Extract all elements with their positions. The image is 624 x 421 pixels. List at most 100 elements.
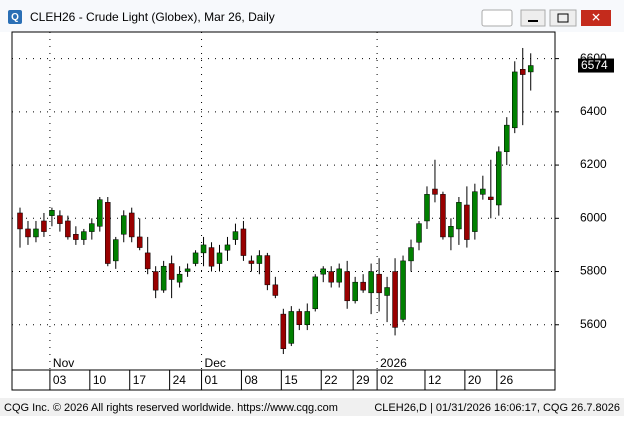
candle-body <box>57 215 63 224</box>
candle-body <box>344 271 350 302</box>
candle-body <box>480 188 486 195</box>
candle-body <box>408 247 414 262</box>
candle-body <box>432 188 438 195</box>
x-period-label: 2026 <box>380 356 407 370</box>
candle-body <box>128 212 135 238</box>
last-price-label: 6574 <box>581 58 608 72</box>
x-tick-label: 15 <box>284 373 298 387</box>
y-tick-label: 6000 <box>580 210 607 224</box>
candle-body <box>464 204 470 240</box>
candle-body <box>89 223 95 232</box>
candle-body <box>65 220 71 238</box>
candle-body <box>97 199 103 227</box>
x-tick-label: 10 <box>93 373 107 387</box>
y-tick-label: 5600 <box>580 317 607 331</box>
candle-body <box>208 247 215 267</box>
y-tick-label: 6400 <box>580 104 607 118</box>
candle-body <box>424 194 430 222</box>
app-icon <box>8 10 22 24</box>
candle-body <box>176 273 183 283</box>
candle-body <box>456 202 462 230</box>
candle-body <box>224 244 231 251</box>
footer-left: CQG Inc. © 2026 All rights reserved worl… <box>4 402 338 414</box>
candle-body <box>120 215 127 235</box>
candle-body <box>440 194 446 238</box>
footer-right: CLEH26,D | 01/31/2026 16:06:17, CQG 26.7… <box>374 402 620 414</box>
candle-body <box>41 220 47 232</box>
x-tick-label: 22 <box>324 373 338 387</box>
candle-body <box>136 236 143 248</box>
candle-body <box>17 212 23 230</box>
title-bar <box>0 0 624 32</box>
candle-body <box>73 234 79 240</box>
close-button[interactable] <box>581 10 611 26</box>
candle-body <box>240 228 247 256</box>
candle-body <box>488 196 494 200</box>
candle-body <box>49 210 55 216</box>
x-tick-label: 24 <box>173 373 187 387</box>
candle-body <box>312 276 319 310</box>
y-tick-label: 6200 <box>580 157 607 171</box>
candle-body <box>400 260 406 320</box>
candle-body <box>184 268 191 272</box>
candle-body <box>248 260 255 264</box>
candle-body <box>416 223 422 243</box>
candle-body <box>113 239 119 262</box>
candle-body <box>152 271 159 291</box>
candle-body <box>392 271 398 328</box>
candle-body <box>296 311 303 326</box>
candle-body <box>288 311 295 344</box>
candle-body <box>200 244 207 254</box>
candle-body <box>81 231 87 240</box>
candle-body <box>448 226 454 238</box>
maximize-button[interactable] <box>549 9 577 27</box>
candle-body <box>496 151 502 206</box>
x-tick-label: 20 <box>468 373 482 387</box>
x-tick-label: 12 <box>428 373 442 387</box>
candle-body <box>144 252 151 270</box>
candle-body <box>360 281 366 291</box>
candle-body <box>160 265 167 291</box>
candle-body <box>168 263 175 280</box>
link-button[interactable] <box>481 9 513 27</box>
x-tick-label: 17 <box>133 373 147 387</box>
candle-body <box>216 252 223 264</box>
candle-body <box>504 124 510 153</box>
candle-body <box>328 271 334 283</box>
candle-body <box>336 268 342 283</box>
x-axis-band <box>11 369 556 391</box>
minimize-button[interactable] <box>520 9 546 27</box>
candle-body <box>376 273 382 294</box>
candle-body <box>264 255 271 286</box>
candle-body <box>105 202 111 264</box>
candle-body <box>472 191 478 232</box>
candle-body <box>25 228 31 238</box>
app-icon-glyph: Q <box>11 12 19 23</box>
candle-body <box>192 252 199 264</box>
x-period-label: Dec <box>205 356 226 370</box>
candle-body <box>368 271 374 294</box>
y-tick-label: 5800 <box>580 264 607 278</box>
x-tick-label: 26 <box>500 373 514 387</box>
candle-body <box>519 69 526 75</box>
candle-body <box>320 268 326 275</box>
candle-body <box>256 255 263 264</box>
x-tick-label: 02 <box>380 373 394 387</box>
x-tick-label: 08 <box>244 373 258 387</box>
last-price-box <box>578 58 614 73</box>
candle-body <box>280 313 287 349</box>
candle-body <box>272 284 279 296</box>
candle-body <box>232 231 239 240</box>
candle-body <box>352 281 358 302</box>
x-tick-label: 03 <box>53 373 67 387</box>
candle-body <box>33 228 39 238</box>
candle-body <box>304 311 311 326</box>
close-icon: ✕ <box>591 11 601 25</box>
maximize-icon <box>557 13 569 23</box>
status-bar <box>0 398 624 416</box>
candle-body <box>384 287 390 296</box>
x-period-label: Nov <box>53 356 74 370</box>
x-tick-label: 01 <box>205 373 219 387</box>
